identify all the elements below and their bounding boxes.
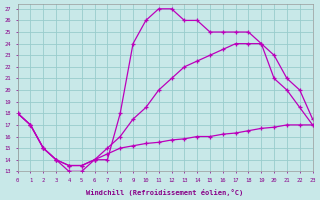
X-axis label: Windchill (Refroidissement éolien,°C): Windchill (Refroidissement éolien,°C) [86,189,244,196]
